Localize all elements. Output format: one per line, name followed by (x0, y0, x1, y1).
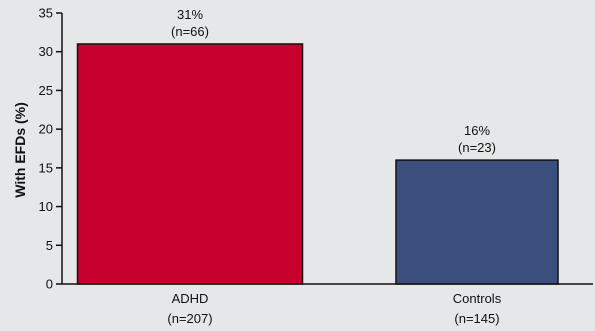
bar-adhd (76, 43, 304, 285)
y-tick-label: 0 (46, 277, 53, 292)
category-sublabel: (n=207) (167, 311, 212, 326)
category-sublabel: (n=145) (454, 311, 499, 326)
bars (76, 43, 559, 285)
y-ticks: 0 5 10 15 20 25 30 35 (39, 6, 62, 292)
y-tick-label: 30 (39, 44, 53, 59)
bar-controls (395, 159, 559, 285)
data-sublabel: (n=23) (458, 140, 496, 155)
category-label: ADHD (172, 291, 209, 306)
y-tick-label: 20 (39, 122, 53, 137)
data-label: 31% (177, 7, 203, 22)
labels: 31% (n=66) ADHD (n=207) 16% (n=23) Controls (n=… (167, 7, 501, 326)
y-tick-label: 10 (39, 199, 53, 214)
y-axis-title: With EFDs (%) (12, 102, 28, 198)
y-tick-label: 15 (39, 160, 53, 175)
y-tick-label: 25 (39, 83, 53, 98)
y-tick-label: 35 (39, 6, 53, 21)
data-sublabel: (n=66) (171, 24, 209, 39)
y-tick-label: 5 (46, 238, 53, 253)
category-label: Controls (453, 291, 502, 306)
data-label: 16% (464, 123, 490, 138)
